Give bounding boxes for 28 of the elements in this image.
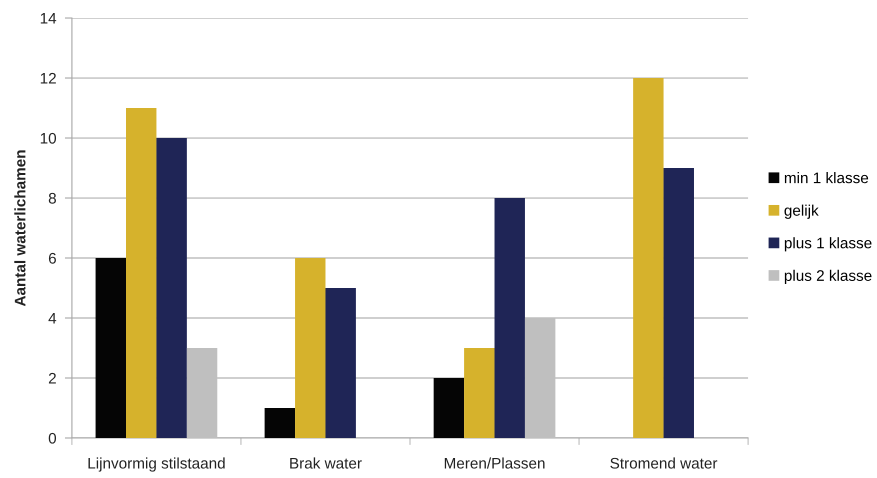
y-tick-label: 6 xyxy=(48,252,56,264)
legend-label: min 1 klasse xyxy=(784,172,868,184)
y-axis-title: Aantal waterlichamen xyxy=(14,150,26,306)
legend-label: plus 2 klasse xyxy=(784,270,872,284)
bar xyxy=(633,78,664,438)
legend-label: gelijk xyxy=(784,204,819,219)
x-tick-label: Brak water xyxy=(290,457,362,469)
y-tick-label: 4 xyxy=(48,313,56,324)
bar xyxy=(264,408,296,438)
y-tick-label: 8 xyxy=(48,192,56,204)
x-tick-label: Lijnvormig stilstaand xyxy=(88,457,225,472)
bar xyxy=(126,108,156,438)
y-tick-label: 10 xyxy=(40,132,56,144)
y-tick-label: 2 xyxy=(48,372,56,384)
y-tick-label: 0 xyxy=(48,432,56,444)
bar xyxy=(494,198,525,438)
y-tick-label: 14 xyxy=(40,13,56,24)
bar xyxy=(96,258,126,438)
bar xyxy=(664,168,694,438)
y-tick-label: 12 xyxy=(40,72,56,84)
x-tick-label: Meren/Plassen xyxy=(444,457,544,469)
x-tick-label: Stromend water xyxy=(610,457,718,469)
bar xyxy=(295,258,326,438)
bar xyxy=(464,348,495,438)
bar xyxy=(156,138,187,438)
legend-label: plus 1 klasse xyxy=(784,237,872,252)
bar xyxy=(325,288,356,438)
bar xyxy=(434,378,464,438)
